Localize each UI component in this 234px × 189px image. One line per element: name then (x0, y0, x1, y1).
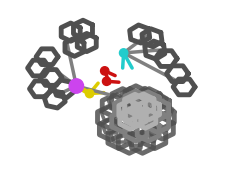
Circle shape (101, 67, 109, 75)
Circle shape (102, 77, 111, 85)
Circle shape (69, 79, 84, 93)
Circle shape (120, 49, 128, 57)
Circle shape (85, 89, 94, 98)
